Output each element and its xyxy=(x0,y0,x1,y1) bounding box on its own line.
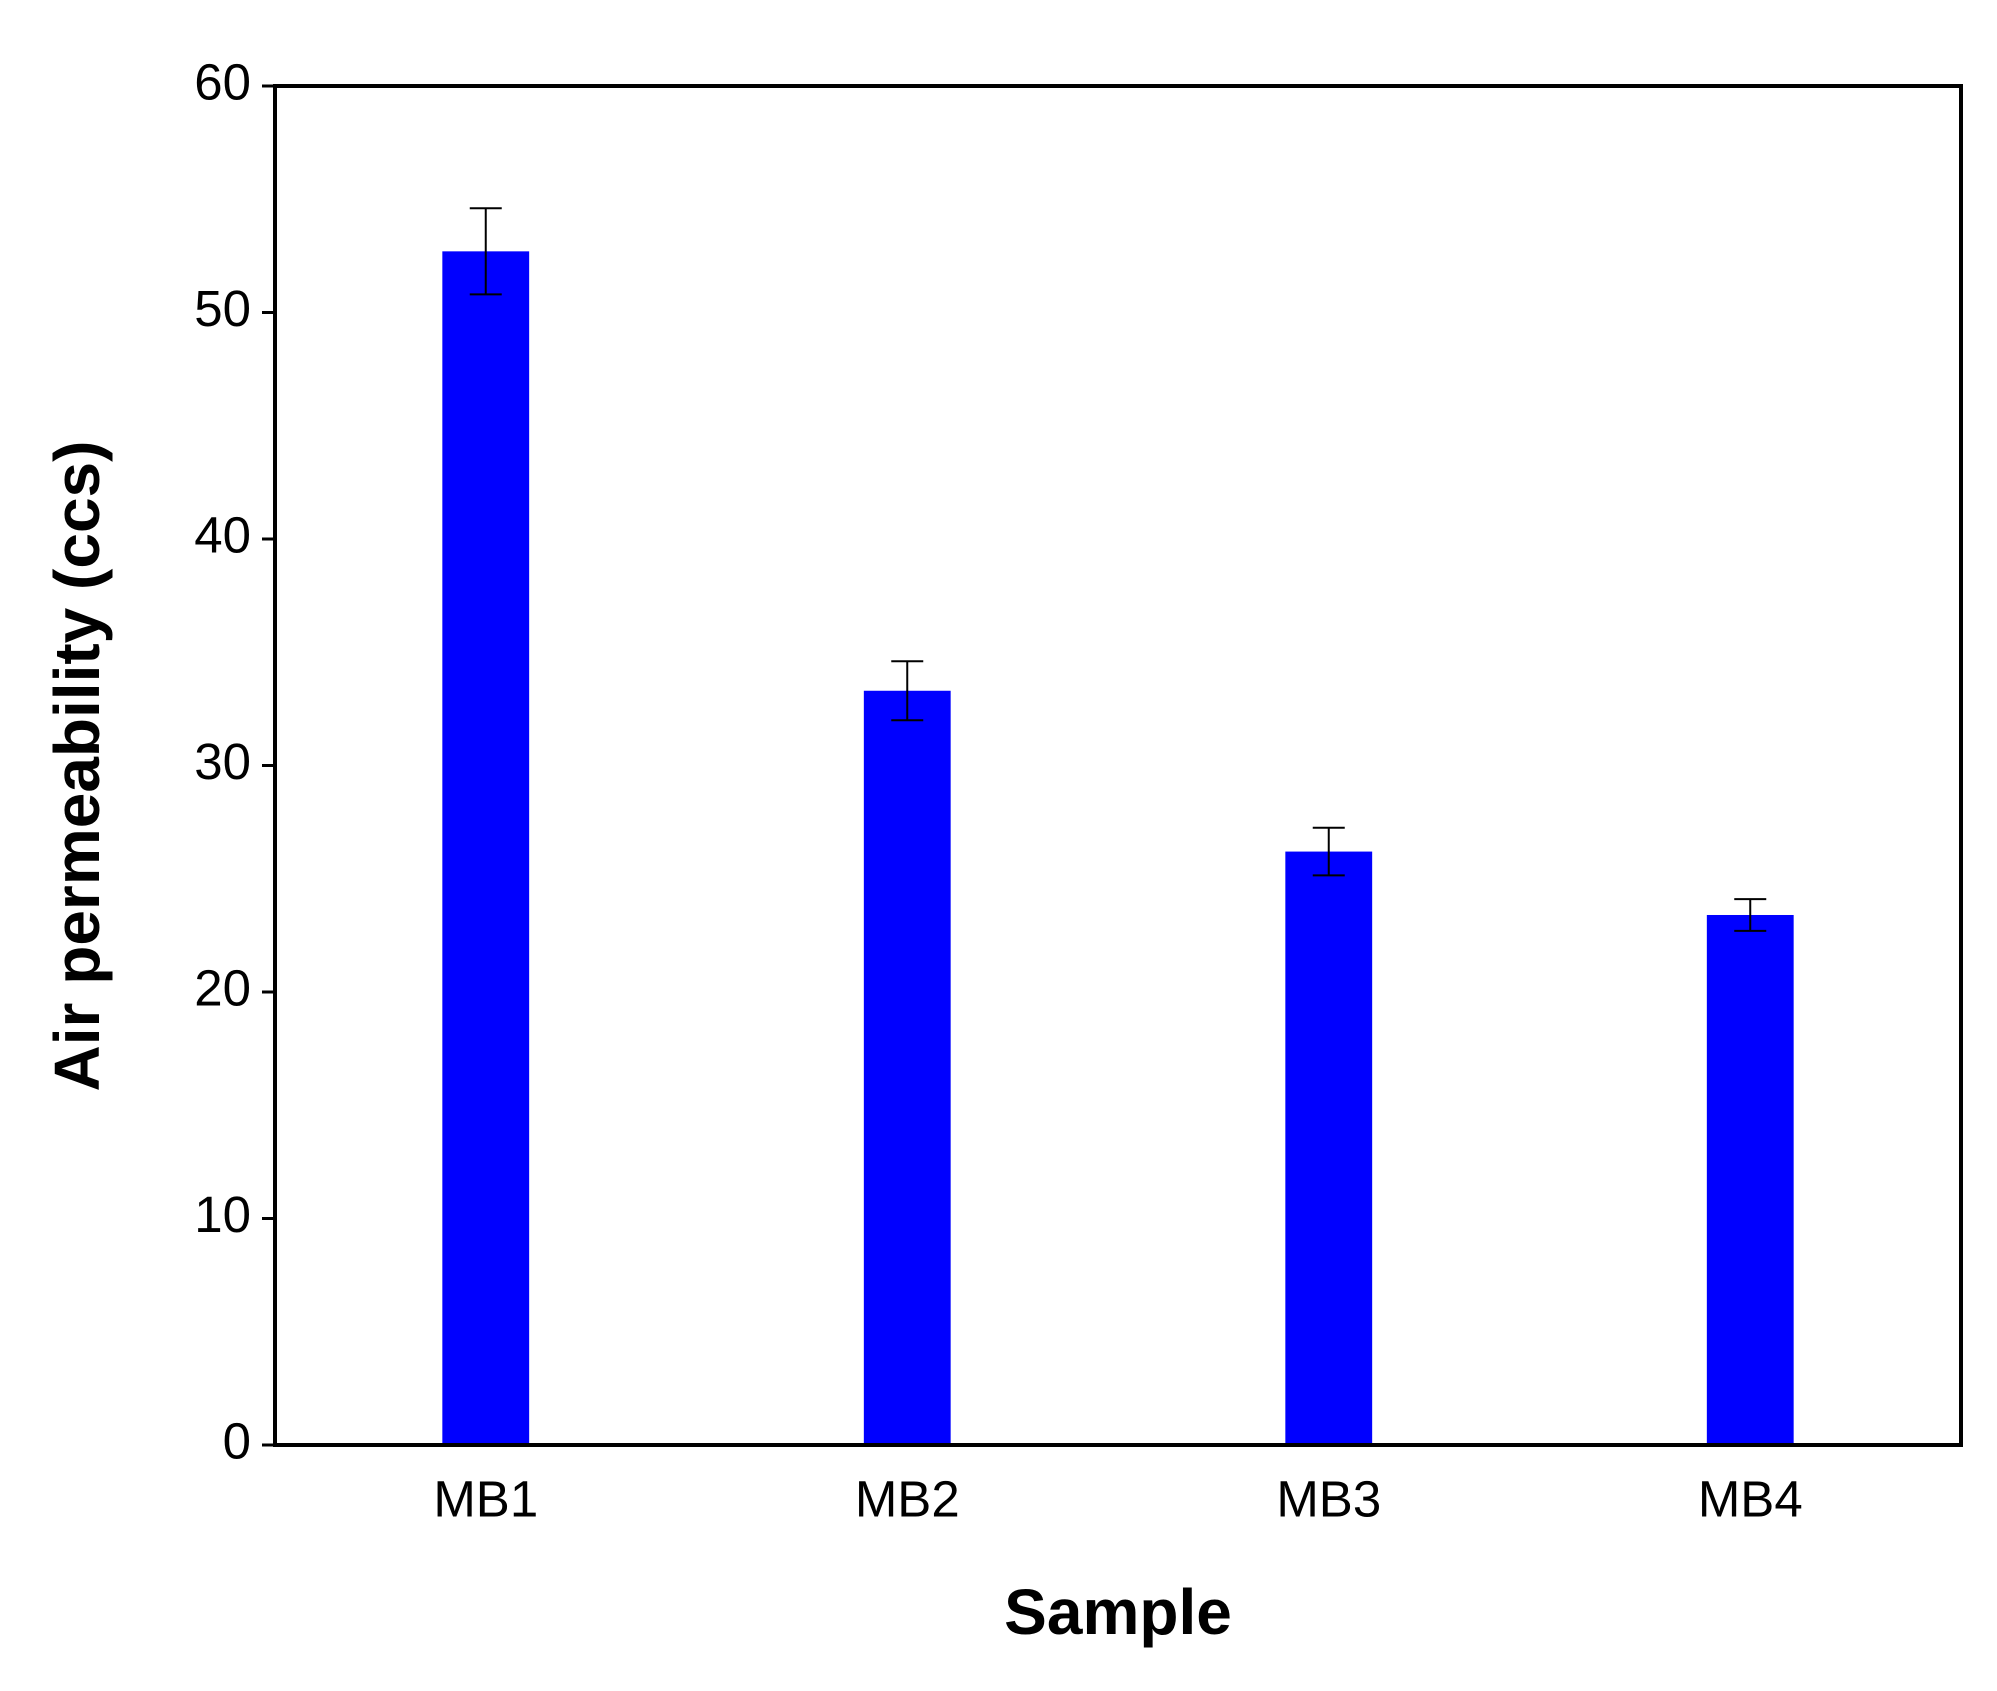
y-tick-label: 30 xyxy=(194,733,251,790)
y-tick-label: 10 xyxy=(194,1186,251,1243)
x-tick-label: MB1 xyxy=(433,1470,538,1527)
bar xyxy=(863,690,951,1445)
y-axis-title: Air permeability (ccs) xyxy=(41,441,113,1092)
y-tick-label: 20 xyxy=(194,959,251,1016)
error-bar xyxy=(1734,898,1767,932)
y-tick-label: 60 xyxy=(194,53,251,110)
error-bar xyxy=(1312,826,1345,877)
bar xyxy=(442,251,530,1446)
x-tick-label: MB2 xyxy=(855,1470,960,1527)
error-bar xyxy=(891,660,924,722)
bar xyxy=(1706,914,1794,1445)
y-tick-label: 0 xyxy=(223,1412,251,1469)
x-tick-label: MB3 xyxy=(1276,1470,1381,1527)
y-tick-label: 40 xyxy=(194,506,251,563)
bar xyxy=(1285,851,1373,1445)
plot-frame xyxy=(273,84,1963,1447)
error-bar xyxy=(469,207,502,296)
x-axis-title: Sample xyxy=(1004,1576,1232,1648)
y-tick-label: 50 xyxy=(194,280,251,337)
x-tick-label: MB4 xyxy=(1698,1470,1803,1527)
